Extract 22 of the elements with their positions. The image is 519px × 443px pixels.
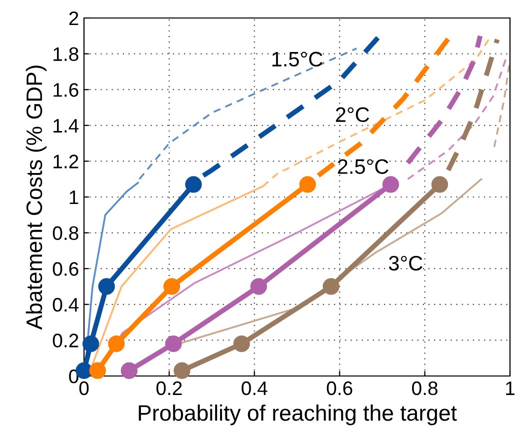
x-tick-label: 0.2 <box>156 381 182 396</box>
x-tick-label: 0.8 <box>412 381 438 396</box>
y-tick-label: 1.2 <box>54 154 78 168</box>
x-tick-label: 0.6 <box>326 381 352 396</box>
annotation: 2°C <box>336 107 370 122</box>
y-tick-label: 1.8 <box>54 47 78 62</box>
y-tick-label: 0.6 <box>52 262 78 276</box>
y-axis-title: Abatement Costs (% GDP) <box>26 66 47 330</box>
annotation: 2.5°C <box>338 159 388 174</box>
y-tick-label: 1.6 <box>54 83 78 97</box>
x-axis-title: Probability of reaching the target <box>138 404 457 426</box>
annotation: 3°C <box>388 256 422 271</box>
y-tick-label: 0.8 <box>52 226 78 240</box>
y-tick-label: 2 <box>69 11 78 26</box>
y-tick-label: 1.4 <box>54 119 79 132</box>
x-tick-label: 0.4 <box>242 381 268 396</box>
y-tick-label: 0.4 <box>52 298 79 312</box>
y-tick-label: 0.2 <box>52 334 78 348</box>
annotation: 1.5°C <box>272 52 322 67</box>
x-tick-label: 1 <box>506 382 514 395</box>
y-tick-label: 1 <box>70 190 78 204</box>
x-tick-label: 0 <box>79 381 89 396</box>
